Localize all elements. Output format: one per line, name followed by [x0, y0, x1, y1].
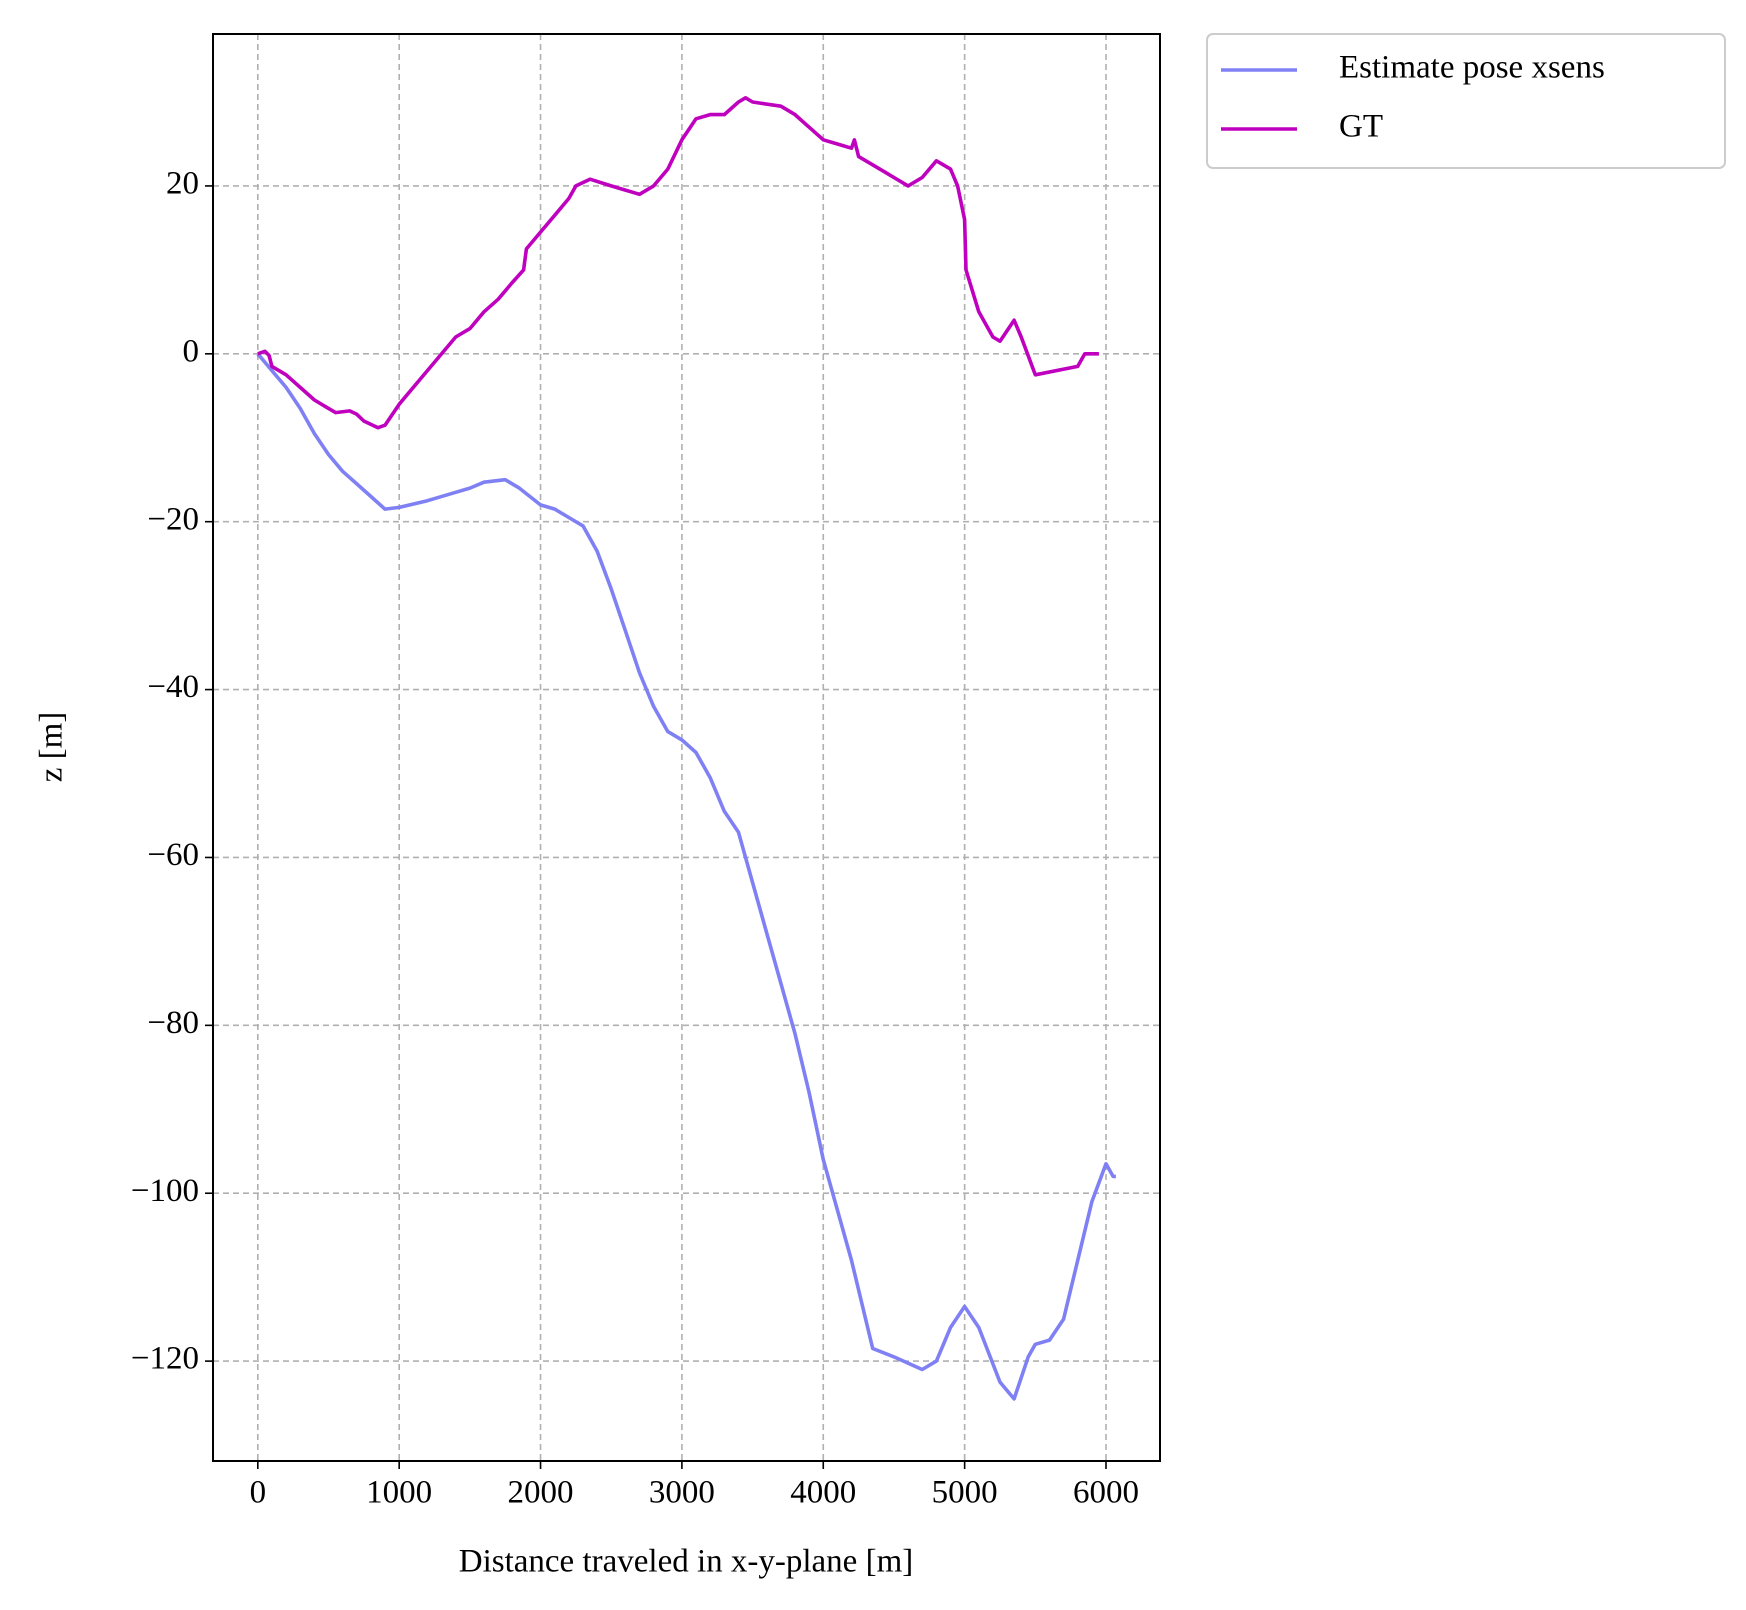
x-tick-label: 1000 — [366, 1475, 432, 1511]
x-axis-label: Distance traveled in x-y-plane [m] — [459, 1544, 913, 1580]
y-tick-label: −80 — [147, 1005, 199, 1041]
y-tick-label: 20 — [166, 166, 199, 202]
line — [256, 352, 1116, 1401]
legend-box — [1206, 33, 1726, 169]
line — [257, 96, 1099, 430]
y-tick-label: −120 — [131, 1341, 199, 1377]
x-tick-label: 5000 — [932, 1475, 998, 1511]
x-tick-label: 0 — [250, 1475, 267, 1511]
legend-label: Estimate pose xsens — [1339, 50, 1605, 86]
legend-label: GT — [1339, 109, 1383, 145]
x-tick-label: 3000 — [649, 1475, 715, 1511]
y-tick-label: −60 — [147, 837, 199, 873]
y-axis-label: z [m] — [34, 712, 70, 783]
y-tick-label: −40 — [147, 669, 199, 705]
y-tick-label: −20 — [147, 501, 199, 537]
x-tick-label: 6000 — [1073, 1475, 1139, 1511]
x-tick-label: 2000 — [508, 1475, 574, 1511]
y-tick-label: −100 — [131, 1173, 199, 1209]
plot-frame — [212, 33, 1161, 1462]
x-tick-label: 4000 — [790, 1475, 856, 1511]
y-tick-label: 0 — [183, 333, 200, 369]
